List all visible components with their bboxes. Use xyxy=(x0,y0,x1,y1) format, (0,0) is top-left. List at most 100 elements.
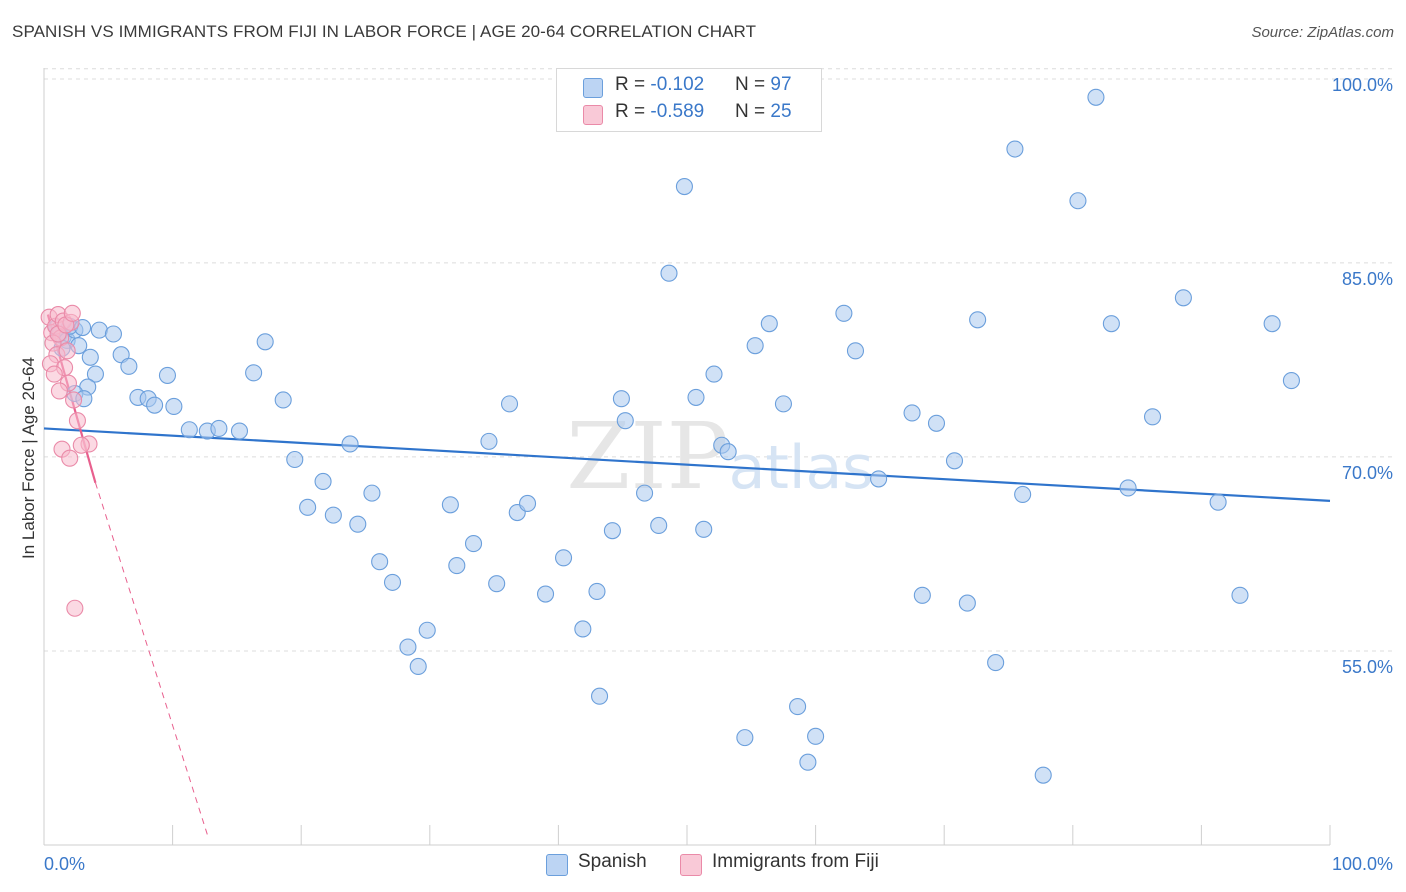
spanish-point xyxy=(1263,315,1281,333)
spanish-point xyxy=(958,594,976,612)
legend-r: R = -0.589 xyxy=(615,101,705,122)
bottom-legend-swatch-pink xyxy=(680,854,702,876)
spanish-point xyxy=(612,390,630,408)
spanish-point xyxy=(591,687,609,705)
spanish-trend-line xyxy=(43,427,1331,502)
fiji-point xyxy=(58,342,76,360)
spanish-point xyxy=(500,395,519,413)
spanish-point xyxy=(927,414,946,432)
y-tick-label: 70.0% xyxy=(1342,463,1393,483)
spanish-point xyxy=(383,573,402,591)
spanish-point xyxy=(1231,586,1249,604)
spanish-point xyxy=(1006,140,1024,158)
spanish-point xyxy=(158,366,177,384)
spanish-point xyxy=(746,337,764,355)
data-points xyxy=(40,88,1300,784)
spanish-point xyxy=(760,315,778,333)
spanish-point xyxy=(687,388,705,406)
spanish-point xyxy=(903,404,921,422)
spanish-point xyxy=(349,515,367,533)
spanish-point xyxy=(799,753,817,771)
x-tick-label: 0.0% xyxy=(44,854,85,874)
y-tick-label: 55.0% xyxy=(1342,657,1393,677)
spanish-point xyxy=(286,450,304,469)
spanish-point xyxy=(464,535,483,553)
bottom-legend-fiji: Immigrants from Fiji xyxy=(680,851,910,877)
spanish-point xyxy=(736,729,754,747)
spanish-point xyxy=(418,621,436,639)
spanish-point xyxy=(256,333,274,351)
spanish-point xyxy=(719,443,737,461)
y-tick-label: 85.0% xyxy=(1342,269,1393,289)
spanish-point xyxy=(180,421,198,439)
spanish-point xyxy=(636,484,654,502)
x-tick-label: 100.0% xyxy=(1332,854,1393,874)
chart-title: SPANISH VS IMMIGRANTS FROM FIJI IN LABOR… xyxy=(12,22,757,41)
legend-swatch-blue xyxy=(583,78,603,98)
spanish-point xyxy=(146,396,164,414)
spanish-point xyxy=(1087,88,1105,106)
spanish-point xyxy=(81,348,99,366)
trend-lines xyxy=(43,314,1331,839)
spanish-point xyxy=(969,311,987,329)
spanish-point xyxy=(371,553,389,571)
bottom-legend-label: Immigrants from Fiji xyxy=(712,851,879,872)
spanish-point xyxy=(1102,315,1120,333)
legend-row-fiji: R = -0.589 N = 25 xyxy=(557,101,821,127)
bottom-legend-spanish: Spanish xyxy=(546,851,666,877)
legend-n: N = 97 xyxy=(735,74,792,95)
spanish-point xyxy=(441,496,459,514)
spanish-point xyxy=(341,435,359,453)
spanish-point xyxy=(86,365,104,383)
spanish-point xyxy=(448,557,466,575)
spanish-point xyxy=(650,516,668,535)
y-axis-label: In Labor Force | Age 20-64 xyxy=(19,357,38,559)
spanish-point xyxy=(90,321,108,339)
spanish-point xyxy=(409,657,427,676)
spanish-point xyxy=(616,412,634,430)
legend-n: N = 25 xyxy=(735,101,792,122)
spanish-point xyxy=(774,395,793,413)
spanish-point xyxy=(1282,372,1300,390)
spanish-point xyxy=(210,419,228,437)
grid-lines xyxy=(44,68,1395,652)
spanish-point xyxy=(1119,479,1137,497)
source-label: Source: ZipAtlas.com xyxy=(1251,24,1394,41)
spanish-point xyxy=(870,470,888,488)
spanish-point xyxy=(695,520,713,538)
fiji-trend-extension xyxy=(94,482,210,839)
spanish-point xyxy=(104,325,122,343)
spanish-point xyxy=(675,177,693,196)
spanish-point xyxy=(913,586,931,604)
spanish-point xyxy=(165,397,183,416)
fiji-point xyxy=(45,365,63,383)
fiji-point xyxy=(61,449,79,467)
correlation-legend: R = -0.102 N = 97 R = -0.589 N = 25 xyxy=(556,68,822,132)
spanish-point xyxy=(1174,289,1192,307)
legend-row-spanish: R = -0.102 N = 97 xyxy=(557,74,821,100)
fiji-point xyxy=(65,391,83,409)
fiji-point xyxy=(50,382,68,400)
spanish-point xyxy=(120,357,138,375)
spanish-point xyxy=(574,620,592,638)
spanish-point xyxy=(1143,408,1162,426)
fiji-point xyxy=(72,436,90,454)
spanish-point xyxy=(324,506,342,524)
spanish-point xyxy=(314,472,332,491)
spanish-point xyxy=(488,575,506,593)
spanish-point xyxy=(1209,493,1227,511)
spanish-point xyxy=(480,432,498,450)
spanish-point xyxy=(399,638,417,656)
spanish-point xyxy=(536,585,555,603)
spanish-point xyxy=(789,698,807,716)
bottom-legend-swatch-blue xyxy=(546,854,568,876)
watermark: ZIPatlas xyxy=(566,403,873,510)
tick-labels: 55.0% 70.0% 85.0% 100.0% 0.0% 100.0% xyxy=(44,75,1393,874)
spanish-point xyxy=(835,304,853,322)
axes xyxy=(43,68,1331,846)
spanish-point xyxy=(274,391,292,409)
legend-r: R = -0.102 xyxy=(615,74,705,95)
spanish-point xyxy=(1034,766,1052,784)
y-tick-label: 100.0% xyxy=(1332,75,1393,95)
